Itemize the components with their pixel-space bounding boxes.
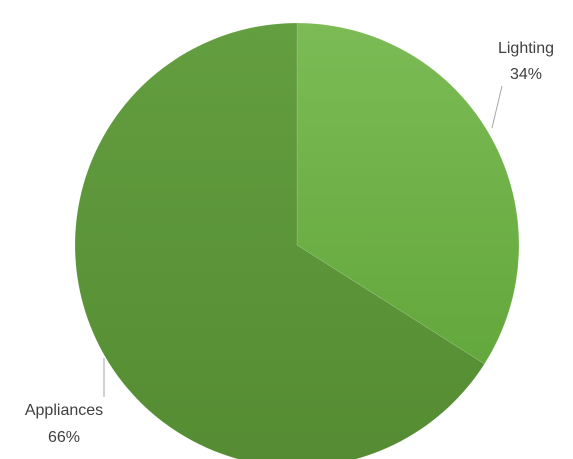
slice-label-lighting-value: 34% bbox=[510, 66, 542, 83]
pie-slice-lighting bbox=[296, 22, 520, 365]
slice-label-appliances-value: 66% bbox=[48, 429, 80, 446]
leader-line-lighting bbox=[491, 85, 503, 129]
pie-slices bbox=[74, 22, 520, 459]
slice-label-appliances-name: Appliances bbox=[25, 402, 103, 419]
leader-lines bbox=[103, 85, 503, 397]
slice-label-lighting-name: Lighting bbox=[498, 40, 554, 57]
pie-slice-appliances bbox=[74, 22, 485, 459]
